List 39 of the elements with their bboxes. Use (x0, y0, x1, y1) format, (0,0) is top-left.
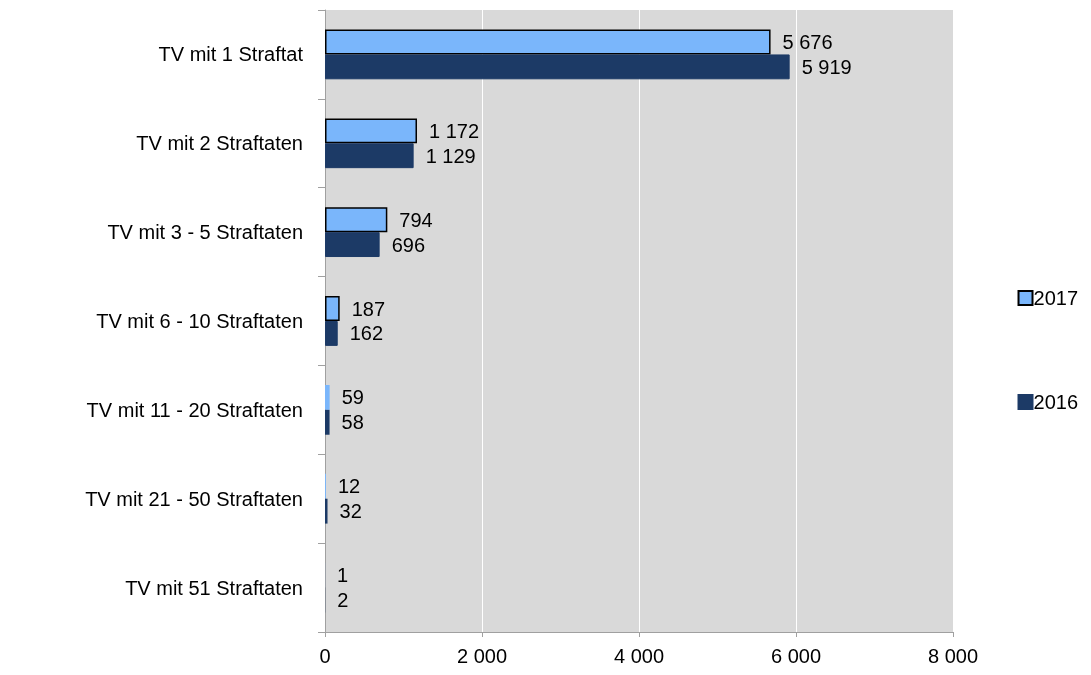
x-tick-label: 0 (319, 645, 331, 667)
bar (325, 54, 790, 80)
data-label: 12 (337, 475, 361, 498)
x-tick-label: 4 000 (613, 645, 665, 667)
bar (325, 207, 388, 233)
data-label: 32 (339, 500, 362, 523)
bar (325, 498, 328, 524)
x-tick-label: 8 000 (927, 645, 979, 667)
x-tick-label: 2 000 (456, 645, 508, 667)
data-label: 1 129 (425, 144, 476, 167)
x-tick-label: 6 000 (770, 645, 822, 667)
bar (325, 232, 380, 258)
y-tick-label: TV mit 6 - 10 Straftaten (96, 310, 303, 332)
bar (325, 143, 414, 169)
data-label: 1 172 (429, 119, 480, 142)
bar (325, 296, 340, 321)
bar (325, 384, 330, 410)
data-label: 59 (341, 386, 364, 409)
data-label: 794 (399, 208, 433, 231)
y-tick-label: TV mit 1 Straftat (158, 43, 304, 66)
y-tick-label: TV mit 51 Straftaten (125, 576, 303, 599)
legend-label: 2017 (1033, 287, 1079, 309)
data-label: 58 (341, 411, 364, 434)
data-label: 1 (337, 564, 349, 587)
bar (325, 409, 330, 435)
data-label: 5 919 (801, 55, 852, 78)
legend-label: 2016 (1033, 391, 1079, 413)
y-tick-label: TV mit 11 - 20 Straftaten (86, 398, 303, 421)
bar (325, 321, 338, 346)
bar (325, 29, 771, 55)
data-label: 162 (349, 322, 384, 345)
data-label: 2 (337, 589, 349, 612)
data-label: 187 (351, 297, 386, 320)
y-tick-label: TV mit 2 Straftaten (136, 132, 303, 155)
y-tick-label: TV mit 21 - 50 Straftaten (85, 487, 303, 510)
data-label: 5 676 (782, 30, 833, 53)
bar (325, 118, 417, 144)
y-tick-label: TV mit 3 - 5 Straftaten (107, 221, 303, 244)
data-label: 696 (391, 233, 426, 256)
